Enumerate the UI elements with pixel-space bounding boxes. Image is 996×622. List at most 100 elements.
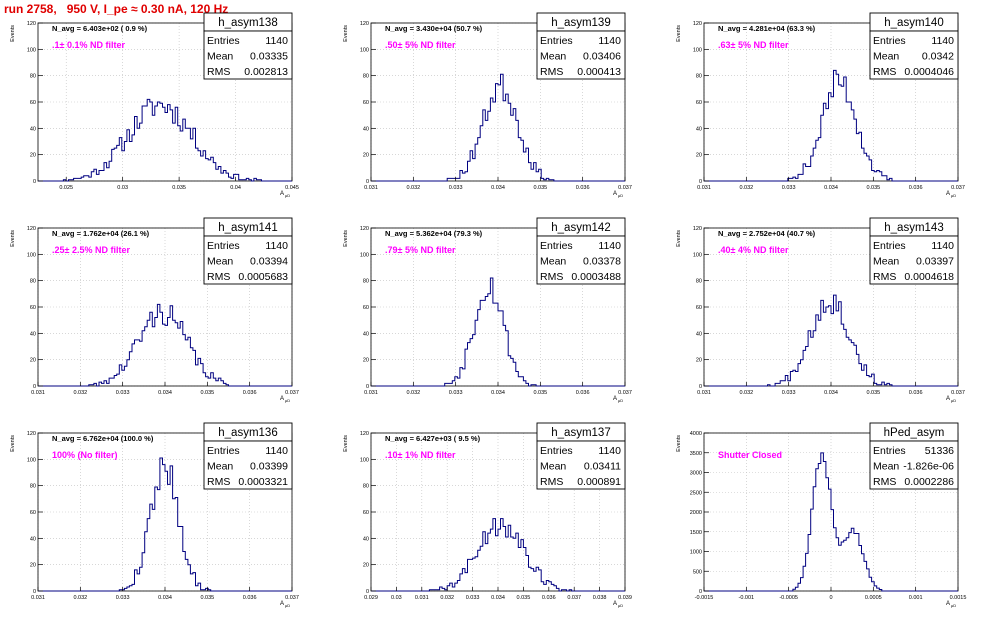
x-tick-label: 0.036 bbox=[909, 390, 923, 396]
x-tick-label: 0.045 bbox=[285, 185, 299, 191]
y-tick-label: 20 bbox=[363, 563, 369, 569]
x-tick-label: 0.039 bbox=[618, 595, 632, 601]
y-tick-label: 20 bbox=[363, 153, 369, 159]
x-tick-label: 0.034 bbox=[824, 185, 838, 191]
y-tick-label: 40 bbox=[30, 536, 36, 542]
y-tick-label: 60 bbox=[696, 305, 702, 311]
y-tick-label: 100 bbox=[693, 47, 702, 53]
x-tick-label: 0.025 bbox=[59, 185, 73, 191]
stat-box-body bbox=[203, 235, 293, 285]
x-tick-label: 0.037 bbox=[285, 595, 299, 601]
y-tick-label: 0 bbox=[366, 589, 369, 595]
y-tick-label: 2000 bbox=[690, 510, 702, 516]
stat-label: Mean bbox=[873, 461, 899, 473]
x-tick-label: 0.03 bbox=[117, 185, 128, 191]
stat-value: 1140 bbox=[931, 240, 954, 252]
y-axis-title: Events bbox=[676, 230, 682, 247]
x-axis-title-subscript: μD bbox=[618, 398, 623, 403]
x-axis-title-subscript: μD bbox=[618, 603, 623, 608]
x-tick-label: -0.0015 bbox=[695, 595, 714, 601]
y-tick-label: 0 bbox=[33, 589, 36, 595]
x-tick-label: 0.029 bbox=[364, 595, 378, 601]
y-tick-label: 100 bbox=[27, 457, 36, 463]
y-tick-label: 120 bbox=[360, 431, 369, 437]
stat-label: Entries bbox=[207, 445, 240, 457]
x-axis-title-subscript: μD bbox=[951, 603, 956, 608]
y-tick-label: 80 bbox=[363, 279, 369, 285]
navg-label: N_avg = 6.403e+02 ( 0.9 %) bbox=[52, 24, 148, 33]
y-tick-label: 0 bbox=[699, 384, 702, 390]
stat-value: 1140 bbox=[598, 445, 621, 457]
stat-label: RMS bbox=[873, 271, 896, 283]
stat-label: Entries bbox=[207, 35, 240, 47]
stat-value: 0.0003488 bbox=[571, 271, 621, 283]
stat-box-body bbox=[869, 440, 959, 490]
x-tick-label: 0.037 bbox=[618, 390, 632, 396]
y-tick-label: 0 bbox=[33, 384, 36, 390]
stat-box-body bbox=[536, 30, 626, 80]
histogram-line bbox=[371, 277, 625, 387]
histogram-panel-h_asym138: 0.025 0.03 0.035 0.04 0.045 0 20 40 60 80 100 120 Ev… bbox=[10, 12, 299, 198]
x-tick-label: 0.035 bbox=[866, 390, 880, 396]
y-axis-title: Events bbox=[676, 25, 682, 42]
stat-label: Mean bbox=[540, 256, 566, 268]
y-tick-label: 120 bbox=[27, 21, 36, 27]
histogram-line bbox=[371, 73, 625, 182]
x-tick-label: 0.032 bbox=[739, 185, 753, 191]
stat-label: Entries bbox=[873, 445, 906, 457]
y-tick-label: 0 bbox=[33, 179, 36, 185]
filter-label: .25± 2.5% ND filter bbox=[52, 245, 130, 255]
stat-label: Mean bbox=[207, 461, 233, 473]
x-tick-label: 0.0015 bbox=[950, 595, 967, 601]
histogram-name: hPed_asym bbox=[884, 427, 945, 439]
x-tick-label: 0.034 bbox=[158, 595, 172, 601]
x-tick-label: 0.03 bbox=[391, 595, 402, 601]
y-tick-label: 100 bbox=[360, 252, 369, 258]
x-axis-title: A bbox=[946, 601, 950, 607]
stat-label: Mean bbox=[873, 256, 899, 268]
y-tick-label: 20 bbox=[696, 358, 702, 364]
stat-label: RMS bbox=[207, 66, 230, 78]
x-axis-title: A bbox=[946, 191, 950, 197]
y-tick-label: 20 bbox=[30, 563, 36, 569]
filter-label: .1± 0.1% ND filter bbox=[52, 40, 125, 50]
y-tick-label: 60 bbox=[363, 305, 369, 311]
y-tick-label: 40 bbox=[363, 331, 369, 337]
x-tick-label: 0.035 bbox=[200, 390, 214, 396]
histogram-line bbox=[704, 69, 958, 182]
stat-value: 1140 bbox=[598, 240, 621, 252]
navg-label: N_avg = 2.752e+04 (40.7 %) bbox=[718, 229, 816, 238]
stat-value: 1140 bbox=[931, 35, 954, 47]
x-tick-label: 0.033 bbox=[449, 185, 463, 191]
stat-label: Mean bbox=[207, 256, 233, 268]
x-axis-title: A bbox=[613, 191, 617, 197]
stat-label: RMS bbox=[873, 66, 896, 78]
navg-label: N_avg = 4.281e+04 (63.3 %) bbox=[718, 24, 816, 33]
stat-label: Entries bbox=[540, 240, 573, 252]
x-tick-label: 0.031 bbox=[415, 595, 429, 601]
x-axis-title-subscript: μD bbox=[285, 603, 290, 608]
y-tick-label: 20 bbox=[696, 153, 702, 159]
stat-value: 0.000413 bbox=[577, 66, 621, 78]
y-tick-label: 120 bbox=[360, 21, 369, 27]
histogram-panel-h_asym139: 0.031 0.032 0.033 0.034 0.035 0.036 0.037 0 20 40… bbox=[343, 12, 632, 198]
stat-value: 0.03397 bbox=[916, 256, 954, 268]
stat-value: 0.0005683 bbox=[238, 271, 288, 283]
x-tick-label: 0.036 bbox=[243, 595, 257, 601]
y-tick-label: 120 bbox=[27, 431, 36, 437]
y-tick-label: 100 bbox=[360, 457, 369, 463]
x-tick-label: 0.001 bbox=[909, 595, 923, 601]
x-tick-label: 0.037 bbox=[951, 390, 965, 396]
stat-value: 0.0342 bbox=[922, 51, 954, 63]
x-tick-label: 0.036 bbox=[909, 185, 923, 191]
x-tick-label: 0.031 bbox=[364, 390, 378, 396]
y-tick-label: 120 bbox=[693, 226, 702, 232]
x-tick-label: 0.031 bbox=[697, 185, 711, 191]
stat-value: 1140 bbox=[265, 35, 288, 47]
navg-label: N_avg = 6.762e+04 (100.0 %) bbox=[52, 434, 154, 443]
y-tick-label: 60 bbox=[696, 100, 702, 106]
x-tick-label: 0.0005 bbox=[865, 595, 882, 601]
y-tick-label: 40 bbox=[696, 126, 702, 132]
histogram-line bbox=[38, 303, 292, 387]
x-axis-title: A bbox=[613, 396, 617, 402]
